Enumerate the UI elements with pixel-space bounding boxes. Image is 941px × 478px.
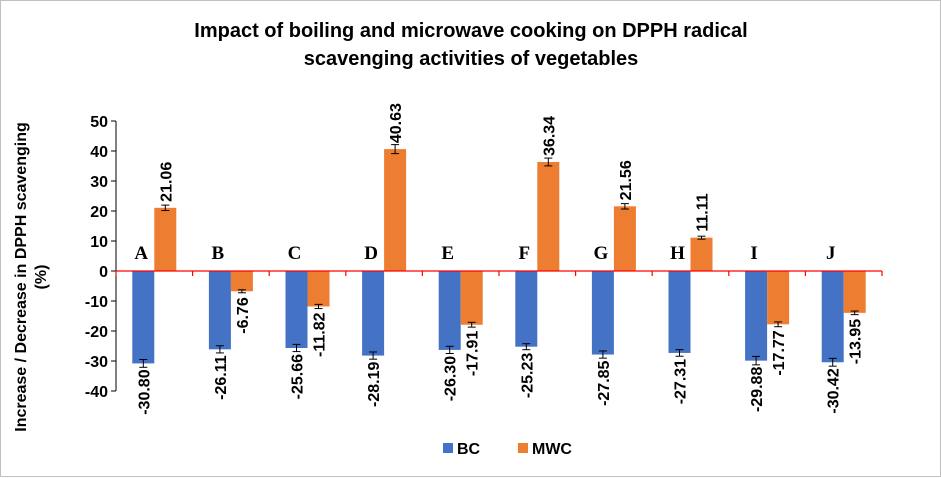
bar-bc-g bbox=[591, 271, 614, 355]
category-label-a: A bbox=[134, 243, 148, 264]
category-label-i: I bbox=[750, 243, 757, 264]
y-axis-label-line-2: (%) bbox=[33, 265, 50, 290]
legend: BC MWC bbox=[443, 441, 572, 458]
bar-bc-c bbox=[285, 271, 308, 348]
y-axis-label: Increase / Decrease in DPPH scavenging (… bbox=[13, 122, 50, 431]
legend-label-mwc: MWC bbox=[532, 441, 572, 458]
data-label-mwc: -11.82 bbox=[312, 312, 329, 357]
data-label-bc: -28.19 bbox=[366, 361, 383, 406]
bar-bc-a bbox=[132, 271, 155, 364]
y-tick-label: -30 bbox=[85, 354, 108, 371]
bar-mwc-f bbox=[537, 161, 560, 271]
category-label-g: G bbox=[594, 243, 609, 264]
bar-mwc-a bbox=[154, 207, 177, 271]
data-label-bc: -30.80 bbox=[136, 369, 153, 414]
legend-label-bc: BC bbox=[457, 441, 481, 458]
bar-mwc-b bbox=[230, 271, 253, 292]
category-label-j: J bbox=[826, 243, 836, 264]
y-axis-label-line-1: Increase / Decrease in DPPH scavenging bbox=[13, 122, 30, 431]
bar-bc-d bbox=[362, 271, 385, 356]
legend-swatch-bc bbox=[443, 443, 453, 453]
data-label-mwc: 21.06 bbox=[158, 162, 175, 202]
category-label-f: F bbox=[518, 243, 530, 264]
category-label-h: H bbox=[670, 243, 685, 264]
bar-bc-j bbox=[821, 271, 844, 363]
y-tick-label: -20 bbox=[85, 324, 108, 341]
bar-bc-e bbox=[438, 271, 461, 350]
y-tick-label: -10 bbox=[85, 294, 108, 311]
bar-mwc-h bbox=[690, 237, 713, 271]
data-label-mwc: -17.77 bbox=[771, 330, 788, 375]
y-tick-label: 20 bbox=[90, 204, 108, 221]
bar-bc-h bbox=[668, 271, 691, 353]
bar-mwc-e bbox=[460, 271, 483, 325]
legend-swatch-mwc bbox=[518, 443, 528, 453]
y-tick-label: -40 bbox=[85, 384, 108, 401]
category-label-e: E bbox=[441, 243, 454, 264]
y-tick-label: 40 bbox=[90, 144, 108, 161]
y-tick-label: 50 bbox=[90, 114, 108, 131]
category-label-b: B bbox=[212, 243, 225, 264]
chart-title-line-2: scavenging activities of vegetables bbox=[304, 48, 639, 70]
data-label-mwc: 40.63 bbox=[388, 103, 405, 143]
bar-mwc-i bbox=[767, 271, 790, 325]
data-label-bc: -25.66 bbox=[290, 354, 307, 399]
bar-mwc-c bbox=[307, 271, 330, 307]
data-label-bc: -27.85 bbox=[596, 360, 613, 405]
bar-mwc-g bbox=[613, 206, 636, 271]
y-tick-label: 0 bbox=[99, 264, 108, 281]
data-label-mwc: -13.95 bbox=[848, 319, 865, 364]
data-label-bc: -26.11 bbox=[213, 355, 230, 400]
data-label-mwc: -6.76 bbox=[235, 297, 252, 334]
data-label-bc: -29.88 bbox=[749, 367, 766, 412]
data-label-mwc: -17.91 bbox=[465, 331, 482, 376]
bar-mwc-j bbox=[843, 271, 866, 313]
category-label-d: D bbox=[364, 243, 378, 264]
y-tick-label: 30 bbox=[90, 174, 108, 191]
data-label-bc: -30.42 bbox=[826, 368, 843, 413]
category-label-c: C bbox=[288, 243, 302, 264]
data-label-mwc: 21.56 bbox=[618, 160, 635, 200]
plot-area: 50 40 30 20 10 0 -10 -20 -30 -40 -30.80 -26.11 -25.6… bbox=[85, 103, 883, 415]
bar-bc-i bbox=[745, 271, 768, 361]
bar-bc-f bbox=[515, 271, 538, 347]
chart-title-line-1: Impact of boiling and microwave cooking … bbox=[194, 20, 747, 42]
bar-mwc-d bbox=[384, 149, 407, 271]
data-label-bc: -27.31 bbox=[673, 359, 690, 404]
bar-bc-b bbox=[208, 271, 231, 350]
data-label-bc: -25.23 bbox=[519, 353, 536, 398]
data-label-bc: -26.30 bbox=[443, 356, 460, 401]
data-label-mwc: 11.11 bbox=[695, 193, 712, 231]
data-label-mwc: 36.34 bbox=[541, 116, 558, 156]
y-tick-label: 10 bbox=[90, 234, 108, 251]
